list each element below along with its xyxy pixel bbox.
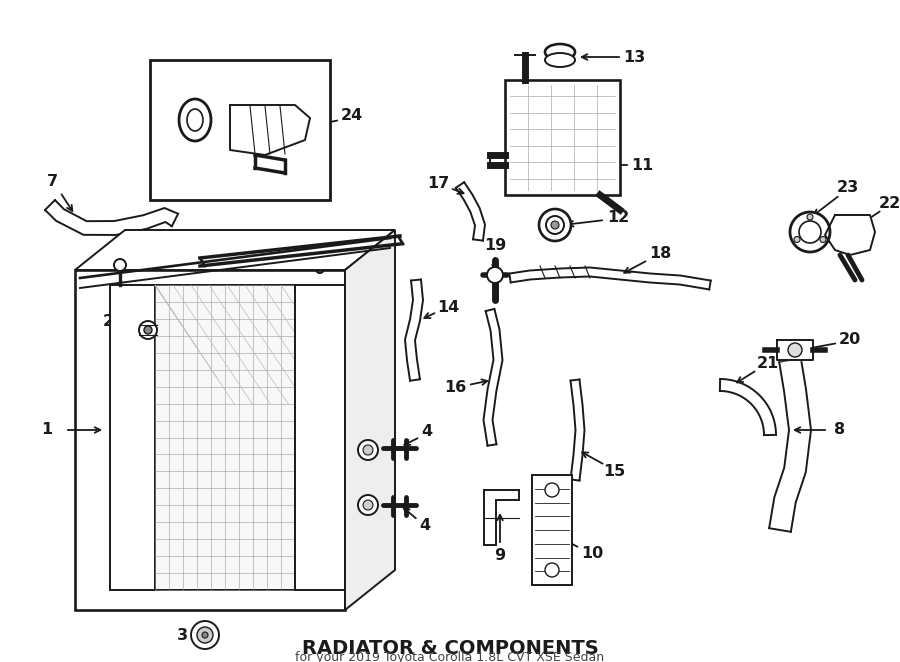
Text: 9: 9: [494, 547, 506, 563]
Polygon shape: [110, 285, 155, 590]
Circle shape: [545, 483, 559, 497]
Circle shape: [191, 621, 219, 649]
Text: 4: 4: [421, 424, 433, 440]
Polygon shape: [532, 475, 572, 585]
Circle shape: [794, 236, 800, 242]
Text: 2: 2: [103, 314, 113, 330]
Polygon shape: [345, 230, 395, 610]
Circle shape: [788, 343, 802, 357]
Text: 12: 12: [607, 211, 629, 226]
Circle shape: [820, 236, 826, 242]
Circle shape: [799, 221, 821, 243]
Polygon shape: [155, 285, 295, 590]
Polygon shape: [75, 270, 345, 610]
Text: 13: 13: [623, 50, 645, 64]
Polygon shape: [230, 105, 310, 155]
Circle shape: [114, 259, 126, 271]
Circle shape: [363, 500, 373, 510]
Circle shape: [807, 214, 813, 220]
Text: 20: 20: [839, 332, 861, 348]
Text: 24: 24: [341, 109, 363, 124]
Circle shape: [358, 440, 378, 460]
Polygon shape: [75, 230, 395, 270]
Text: RADIATOR & COMPONENTS: RADIATOR & COMPONENTS: [302, 639, 598, 657]
Circle shape: [790, 212, 830, 252]
Text: 19: 19: [484, 238, 506, 252]
Text: 5: 5: [363, 526, 374, 540]
Text: for your 2019 Toyota Corolla 1.8L CVT XSE Sedan: for your 2019 Toyota Corolla 1.8L CVT XS…: [295, 651, 605, 662]
Polygon shape: [777, 340, 813, 360]
Text: 23: 23: [837, 181, 859, 195]
Text: 3: 3: [176, 628, 187, 643]
Text: 18: 18: [649, 246, 671, 261]
Circle shape: [545, 563, 559, 577]
Circle shape: [539, 209, 571, 241]
Polygon shape: [150, 60, 330, 200]
Circle shape: [546, 216, 564, 234]
Text: 22: 22: [879, 197, 900, 211]
Text: 8: 8: [834, 422, 846, 438]
Text: 17: 17: [427, 177, 449, 191]
Text: 6: 6: [314, 263, 326, 277]
Text: 25: 25: [183, 153, 207, 171]
Polygon shape: [505, 80, 620, 195]
Circle shape: [551, 221, 559, 229]
Text: 1: 1: [41, 422, 52, 438]
Circle shape: [197, 627, 213, 643]
Polygon shape: [295, 285, 345, 590]
Ellipse shape: [545, 44, 575, 60]
Text: 16: 16: [444, 381, 466, 395]
Text: 21: 21: [757, 357, 779, 371]
Circle shape: [144, 326, 152, 334]
Text: 10: 10: [580, 547, 603, 561]
Ellipse shape: [545, 53, 575, 67]
Circle shape: [139, 321, 157, 339]
Circle shape: [363, 445, 373, 455]
Circle shape: [202, 632, 208, 638]
Text: 15: 15: [603, 465, 625, 479]
Polygon shape: [825, 215, 875, 255]
Text: 5: 5: [363, 414, 374, 430]
Text: 4: 4: [419, 518, 430, 534]
Text: 14: 14: [436, 301, 459, 316]
Circle shape: [487, 267, 503, 283]
Text: 11: 11: [631, 158, 653, 173]
Circle shape: [358, 495, 378, 515]
Polygon shape: [484, 490, 519, 545]
Text: 7: 7: [47, 175, 58, 189]
